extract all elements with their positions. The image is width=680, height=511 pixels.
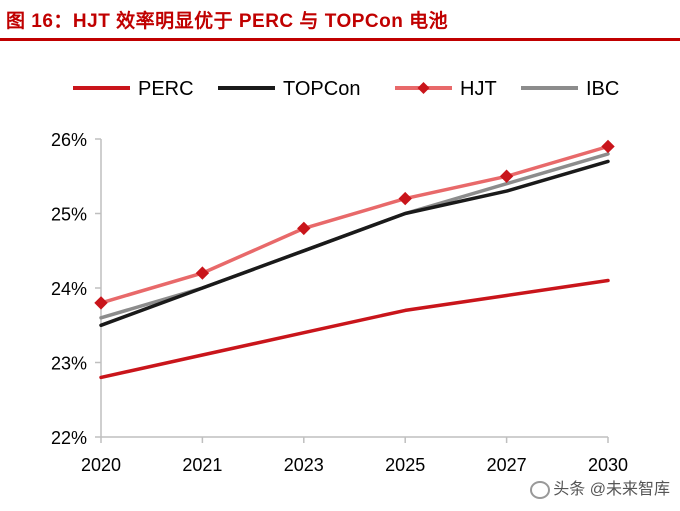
x-tick-label: 2027 xyxy=(487,455,527,475)
y-tick-label: 23% xyxy=(51,354,87,374)
y-tick-label: 24% xyxy=(51,279,87,299)
y-tick-label: 22% xyxy=(51,428,87,448)
y-tick-label: 25% xyxy=(51,205,87,225)
x-tick-label: 2030 xyxy=(588,455,628,475)
chart-legend: PERC TOPCon HJT IBC xyxy=(73,78,619,100)
series-line-topcon xyxy=(99,159,610,328)
x-tick-label: 2021 xyxy=(182,455,222,475)
watermark: 头条 @未来智库 xyxy=(527,475,670,499)
x-tick-label: 2020 xyxy=(81,455,121,475)
legend-label-topcon: TOPCon xyxy=(283,78,360,100)
title-divider xyxy=(0,38,680,41)
hjt-point-marker xyxy=(499,169,514,183)
series-line-perc xyxy=(99,278,610,380)
y-tick-label: 26% xyxy=(51,130,87,150)
chart-series xyxy=(94,139,615,380)
watermark-icon xyxy=(530,480,551,499)
hjt-point-marker xyxy=(601,139,615,154)
hjt-point-marker xyxy=(195,266,210,280)
x-tick-label: 2023 xyxy=(284,455,324,475)
hjt-point-marker xyxy=(297,221,311,236)
series-line-hjt xyxy=(99,144,610,305)
hjt-point-marker xyxy=(398,191,412,206)
legend-marker-hjt xyxy=(417,82,430,94)
legend-label-ibc: IBC xyxy=(586,78,619,100)
watermark-text: 头条 @未来智库 xyxy=(553,481,670,498)
figure-title: 图 16：HJT 效率明显优于 PERC 与 TOPCon 电池 xyxy=(6,11,449,32)
hjt-point-marker xyxy=(94,296,108,310)
legend-label-hjt: HJT xyxy=(460,78,497,100)
legend-label-perc: PERC xyxy=(138,78,194,100)
x-tick-label: 2025 xyxy=(385,455,425,475)
chart-axes: 22% 23% 24% 25% 26% 2020 2021 2023 2025 2027 2030 xyxy=(51,130,628,475)
